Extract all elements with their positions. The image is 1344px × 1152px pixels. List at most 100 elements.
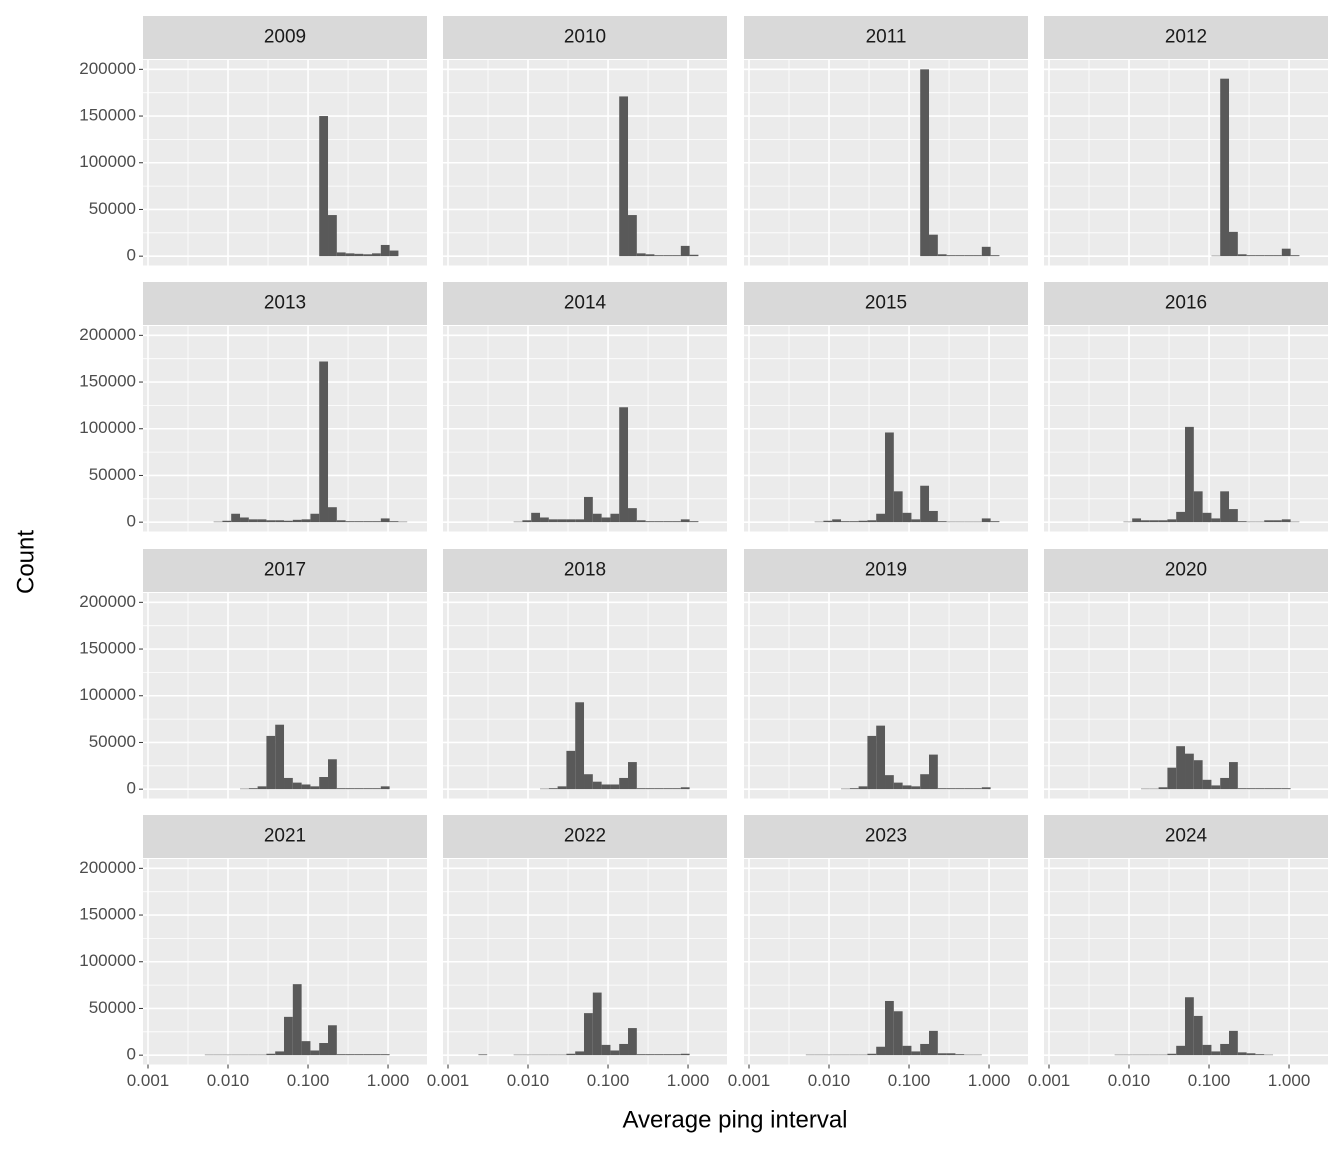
bar (389, 250, 399, 257)
bar (1281, 519, 1291, 523)
bar (964, 255, 974, 257)
bar (981, 518, 991, 523)
x-tick-label: 0.100 (1188, 1071, 1231, 1090)
bar (1158, 520, 1168, 523)
bar (301, 1041, 311, 1056)
bar (363, 1054, 373, 1056)
bar (929, 510, 938, 523)
strip-background (443, 282, 727, 325)
bar (929, 234, 938, 257)
bar (1211, 785, 1221, 790)
bar (689, 521, 699, 523)
strip-background (143, 815, 427, 858)
bar (929, 1030, 938, 1056)
bar (1141, 520, 1150, 523)
bar (1167, 1053, 1177, 1056)
bar (955, 1054, 965, 1056)
x-tick-label: 0.001 (427, 1071, 470, 1090)
strip-label: 2015 (865, 293, 907, 314)
x-tick-label: 1.000 (968, 1071, 1011, 1090)
bar (363, 788, 373, 790)
bar (929, 754, 938, 790)
x-tick-label: 0.010 (507, 1071, 550, 1090)
bar (885, 775, 894, 790)
strip-label: 2022 (564, 826, 606, 847)
strip-background (744, 16, 1028, 59)
strip-label: 2020 (1165, 560, 1207, 581)
bar (1246, 1053, 1256, 1056)
bar (920, 485, 930, 523)
bar (240, 517, 249, 523)
bar (628, 215, 637, 257)
y-tick-label: 50000 (89, 732, 136, 751)
strip-label: 2024 (1165, 826, 1208, 847)
panel (1044, 859, 1328, 1065)
panel (744, 326, 1028, 532)
bar (284, 520, 293, 523)
bar (354, 1054, 364, 1056)
bar (592, 781, 602, 790)
bar (1185, 753, 1194, 790)
bar (663, 255, 673, 257)
bar (266, 520, 276, 523)
bar (937, 1053, 947, 1056)
bar (981, 246, 991, 257)
bar (832, 519, 842, 523)
bar (540, 517, 549, 523)
bar (867, 520, 877, 523)
bar (557, 519, 567, 523)
bar (672, 521, 681, 523)
bar (610, 1050, 620, 1056)
y-tick-label: 200000 (79, 325, 136, 344)
bar (1185, 426, 1194, 523)
bar (1264, 788, 1274, 790)
bar (1193, 491, 1203, 523)
bar (601, 784, 611, 790)
strip-label: 2010 (564, 27, 606, 48)
bar (336, 1054, 346, 1056)
bar (619, 407, 629, 523)
bar (1132, 518, 1142, 523)
bar (1273, 788, 1282, 790)
x-tick-label: 0.001 (127, 1071, 170, 1090)
x-tick-label: 0.001 (728, 1071, 771, 1090)
bar (619, 96, 629, 257)
bar (990, 255, 1000, 257)
bar (363, 521, 373, 523)
bar (645, 1054, 655, 1056)
bar (592, 513, 602, 523)
strip-background (744, 549, 1028, 592)
bar (584, 496, 593, 523)
bar (301, 784, 311, 790)
bar (345, 1054, 355, 1056)
strip-label: 2011 (866, 27, 907, 48)
y-tick-label: 100000 (79, 152, 136, 171)
bar (619, 1043, 629, 1056)
bar (973, 788, 982, 790)
strip-background (443, 16, 727, 59)
bar (1237, 254, 1247, 257)
bar (1229, 231, 1238, 257)
bar (301, 519, 311, 523)
bar (328, 215, 337, 257)
bar (284, 777, 293, 790)
strip-background (143, 16, 427, 59)
panel (1044, 593, 1328, 799)
bar (1229, 509, 1238, 523)
bar (628, 508, 637, 523)
bar (920, 69, 930, 257)
bar (955, 788, 965, 790)
bar (257, 786, 267, 790)
bar (328, 507, 337, 523)
strip-label: 2013 (264, 293, 306, 314)
bar (1264, 520, 1274, 523)
bar (1237, 521, 1247, 523)
bar (363, 254, 373, 257)
bar (222, 520, 232, 523)
bar (1211, 1051, 1221, 1056)
y-tick-label: 100000 (79, 418, 136, 437)
bar (1176, 1045, 1186, 1056)
bar (601, 517, 611, 523)
bar (310, 513, 320, 523)
bar (663, 521, 673, 523)
